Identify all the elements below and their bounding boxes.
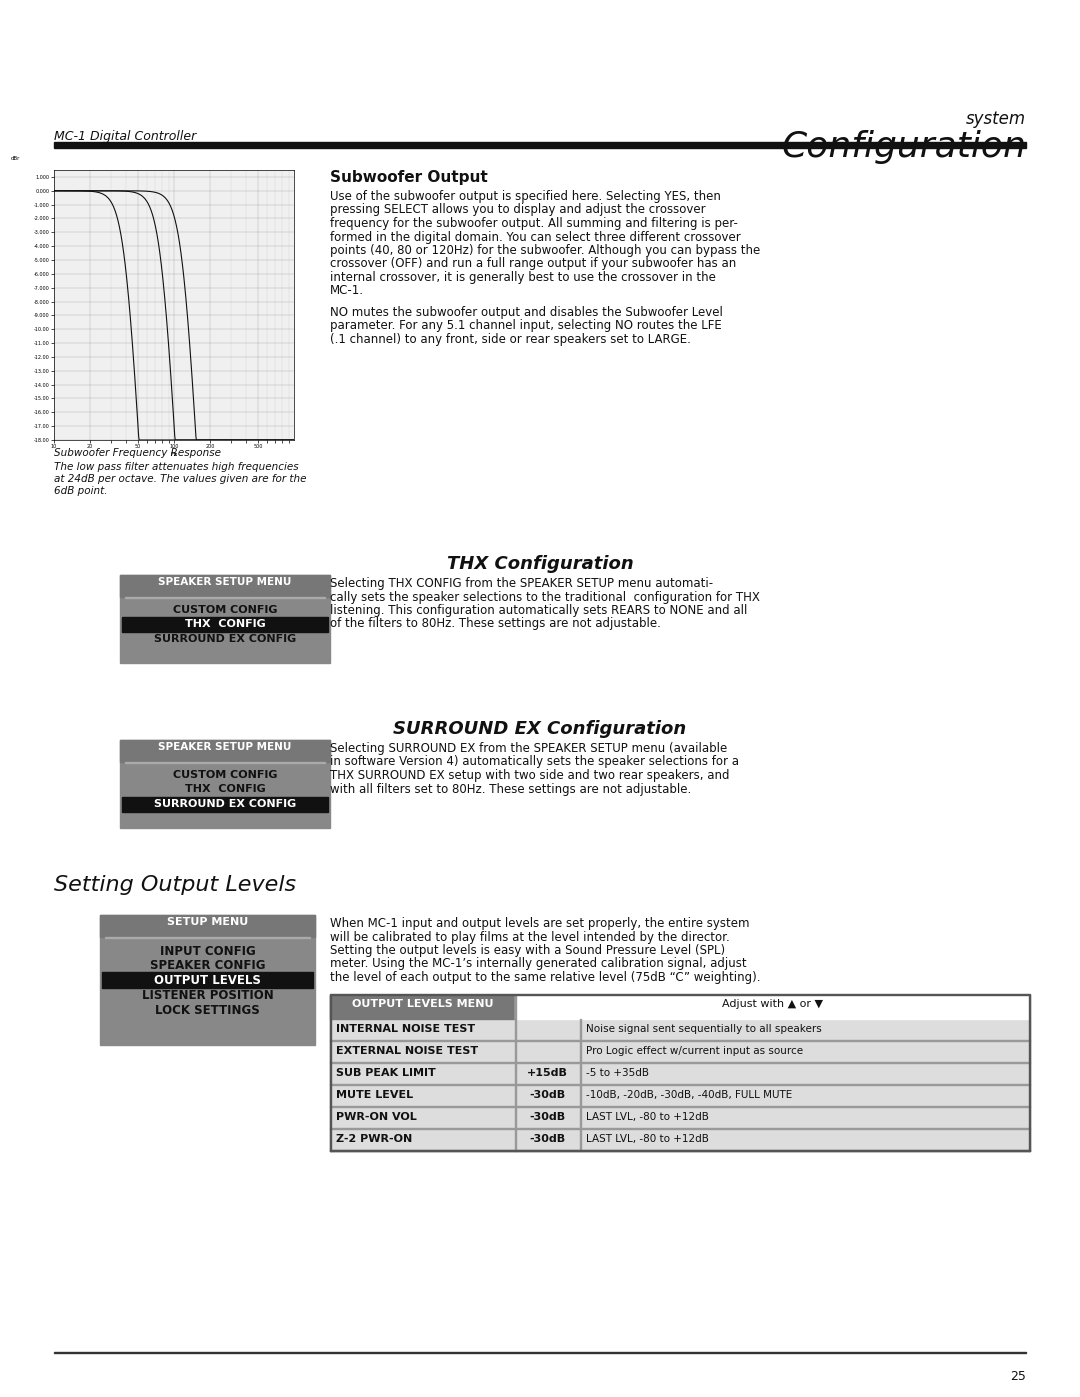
Bar xyxy=(120,576,330,664)
Text: CUSTOM CONFIG: CUSTOM CONFIG xyxy=(173,605,278,615)
Text: will be calibrated to play films at the level intended by the director.: will be calibrated to play films at the … xyxy=(330,930,730,943)
Bar xyxy=(122,798,328,812)
Text: THX  CONFIG: THX CONFIG xyxy=(185,784,266,793)
Text: Selecting SURROUND EX from the SPEAKER SETUP menu (available: Selecting SURROUND EX from the SPEAKER S… xyxy=(330,742,727,754)
Text: CUSTOM CONFIG: CUSTOM CONFIG xyxy=(173,770,278,780)
Text: -30dB: -30dB xyxy=(529,1090,566,1099)
Text: Pro Logic effect w/current input as source: Pro Logic effect w/current input as sour… xyxy=(586,1046,804,1056)
Text: SUB PEAK LIMIT: SUB PEAK LIMIT xyxy=(336,1067,435,1078)
Text: Selecting THX CONFIG from the SPEAKER SETUP menu automati-: Selecting THX CONFIG from the SPEAKER SE… xyxy=(330,577,713,590)
Text: MC-1.: MC-1. xyxy=(330,285,364,298)
Bar xyxy=(515,995,1030,1018)
Bar xyxy=(330,1041,1030,1063)
Text: pressing SELECT allows you to display and adjust the crossover: pressing SELECT allows you to display an… xyxy=(330,204,705,217)
Text: SPEAKER SETUP MENU: SPEAKER SETUP MENU xyxy=(159,577,292,587)
Text: INTERNAL NOISE TEST: INTERNAL NOISE TEST xyxy=(336,1024,475,1034)
Bar xyxy=(330,995,1030,1151)
Text: -30dB: -30dB xyxy=(529,1112,566,1122)
Text: EXTERNAL NOISE TEST: EXTERNAL NOISE TEST xyxy=(336,1046,478,1056)
Text: +15dB: +15dB xyxy=(527,1067,568,1078)
Text: at 24dB per octave. The values given are for the: at 24dB per octave. The values given are… xyxy=(54,474,307,483)
Text: -30dB: -30dB xyxy=(529,1134,566,1144)
Text: SETUP MENU: SETUP MENU xyxy=(167,916,248,928)
Text: points (40, 80 or 120Hz) for the subwoofer. Although you can bypass the: points (40, 80 or 120Hz) for the subwoof… xyxy=(330,244,760,257)
Text: OUTPUT LEVELS: OUTPUT LEVELS xyxy=(154,974,261,988)
Text: Setting the output levels is easy with a Sound Pressure Level (SPL): Setting the output levels is easy with a… xyxy=(330,944,725,957)
Text: Subwoofer Frequency Response: Subwoofer Frequency Response xyxy=(54,448,221,458)
Text: SPEAKER SETUP MENU: SPEAKER SETUP MENU xyxy=(159,742,292,752)
Text: with all filters set to 80Hz. These settings are not adjustable.: with all filters set to 80Hz. These sett… xyxy=(330,782,691,795)
Bar xyxy=(120,576,330,597)
Text: Setting Output Levels: Setting Output Levels xyxy=(54,875,296,895)
Text: MUTE LEVEL: MUTE LEVEL xyxy=(336,1090,414,1099)
Text: in software Version 4) automatically sets the speaker selections for a: in software Version 4) automatically set… xyxy=(330,756,739,768)
Text: Adjust with ▲ or ▼: Adjust with ▲ or ▼ xyxy=(723,999,823,1009)
Text: Noise signal sent sequentially to all speakers: Noise signal sent sequentially to all sp… xyxy=(586,1024,822,1034)
Text: SPEAKER CONFIG: SPEAKER CONFIG xyxy=(150,958,266,972)
Text: meter. Using the MC-1’s internally generated calibration signal, adjust: meter. Using the MC-1’s internally gener… xyxy=(330,957,746,971)
Text: Z-2 PWR-ON: Z-2 PWR-ON xyxy=(336,1134,413,1144)
X-axis label: Hz: Hz xyxy=(171,453,177,457)
Text: parameter. For any 5.1 channel input, selecting NO routes the LFE: parameter. For any 5.1 channel input, se… xyxy=(330,320,721,332)
Text: When MC-1 input and output levels are set properly, the entire system: When MC-1 input and output levels are se… xyxy=(330,916,750,930)
Text: SURROUND EX CONFIG: SURROUND EX CONFIG xyxy=(153,799,296,809)
Text: LISTENER POSITION: LISTENER POSITION xyxy=(141,989,273,1002)
Text: THX SURROUND EX setup with two side and two rear speakers, and: THX SURROUND EX setup with two side and … xyxy=(330,768,729,782)
Text: -5 to +35dB: -5 to +35dB xyxy=(586,1067,649,1078)
Text: PWR-ON VOL: PWR-ON VOL xyxy=(336,1112,417,1122)
Text: SURROUND EX CONFIG: SURROUND EX CONFIG xyxy=(153,634,296,644)
Bar xyxy=(330,1063,1030,1085)
Bar xyxy=(120,740,330,828)
Text: INPUT CONFIG: INPUT CONFIG xyxy=(160,944,255,958)
Bar xyxy=(102,972,313,988)
Text: Configuration: Configuration xyxy=(781,130,1026,163)
Text: frequency for the subwoofer output. All summing and filtering is per-: frequency for the subwoofer output. All … xyxy=(330,217,738,231)
Text: LAST LVL, -80 to +12dB: LAST LVL, -80 to +12dB xyxy=(586,1134,708,1144)
Bar xyxy=(330,995,515,1018)
Text: formed in the digital domain. You can select three different crossover: formed in the digital domain. You can se… xyxy=(330,231,741,243)
Text: Subwoofer Output: Subwoofer Output xyxy=(330,170,488,184)
Bar xyxy=(54,1351,1026,1354)
Text: of the filters to 80Hz. These settings are not adjustable.: of the filters to 80Hz. These settings a… xyxy=(330,617,661,630)
Text: THX  CONFIG: THX CONFIG xyxy=(185,619,266,629)
Text: THX Configuration: THX Configuration xyxy=(447,555,633,573)
Text: 25: 25 xyxy=(1010,1370,1026,1383)
Text: 6dB point.: 6dB point. xyxy=(54,486,108,496)
Text: listening. This configuration automatically sets REARS to NONE and all: listening. This configuration automatica… xyxy=(330,604,747,617)
Text: cally sets the speaker selections to the traditional  configuration for THX: cally sets the speaker selections to the… xyxy=(330,591,760,604)
Bar xyxy=(54,142,1026,148)
Bar xyxy=(122,617,328,631)
Text: internal crossover, it is generally best to use the crossover in the: internal crossover, it is generally best… xyxy=(330,271,716,284)
Bar xyxy=(330,1085,1030,1106)
Bar xyxy=(120,740,330,761)
Text: The low pass filter attenuates high frequencies: The low pass filter attenuates high freq… xyxy=(54,462,299,472)
Bar xyxy=(330,1018,1030,1041)
Text: system: system xyxy=(966,110,1026,129)
Text: -10dB, -20dB, -30dB, -40dB, FULL MUTE: -10dB, -20dB, -30dB, -40dB, FULL MUTE xyxy=(586,1090,793,1099)
Text: crossover (OFF) and run a full range output if your subwoofer has an: crossover (OFF) and run a full range out… xyxy=(330,257,737,271)
Bar xyxy=(100,915,315,1045)
Text: NO mutes the subwoofer output and disables the Subwoofer Level: NO mutes the subwoofer output and disabl… xyxy=(330,306,723,319)
Bar xyxy=(330,1106,1030,1129)
Text: OUTPUT LEVELS MENU: OUTPUT LEVELS MENU xyxy=(352,999,494,1009)
Bar xyxy=(330,1129,1030,1151)
Text: SURROUND EX Configuration: SURROUND EX Configuration xyxy=(393,719,687,738)
Bar xyxy=(100,915,315,937)
Text: LAST LVL, -80 to +12dB: LAST LVL, -80 to +12dB xyxy=(586,1112,708,1122)
Text: dBr: dBr xyxy=(11,156,21,162)
Text: Use of the subwoofer output is specified here. Selecting YES, then: Use of the subwoofer output is specified… xyxy=(330,190,720,203)
Text: MC-1 Digital Controller: MC-1 Digital Controller xyxy=(54,130,197,142)
Text: (.1 channel) to any front, side or rear speakers set to LARGE.: (.1 channel) to any front, side or rear … xyxy=(330,332,691,346)
Text: the level of each output to the same relative level (75dB “C” weighting).: the level of each output to the same rel… xyxy=(330,971,760,983)
Text: LOCK SETTINGS: LOCK SETTINGS xyxy=(156,1004,260,1017)
